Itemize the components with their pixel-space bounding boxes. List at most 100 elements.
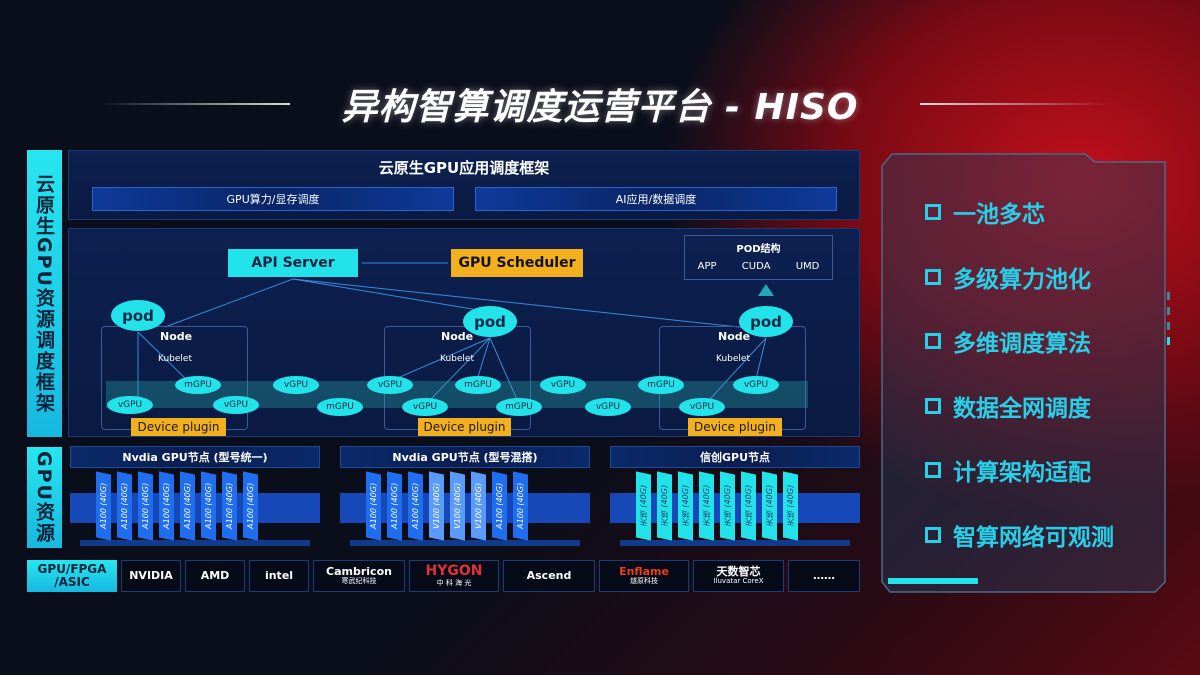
up-arrow-icon [758,284,774,296]
vendor-subname: Iluvatar CoreX [713,577,764,586]
feature-item: 多级算力池化 [925,260,1091,294]
gpu-card: V100 (40G) [429,471,444,541]
feature-label: 多维调度算法 [953,331,1091,357]
vendor-subname: 中 科 海 光 [436,578,472,587]
gpu-unit-bubble: mGPU [455,376,501,394]
feature-label: 一池多芯 [953,202,1045,228]
title-line-left [100,103,290,105]
gpu-card: A100 (40G) [96,471,111,541]
gpu-card: 天垓 (40G) [657,471,672,541]
gpu-unit-bubble: mGPU [317,398,363,416]
gpu-card: A100 (40G) [222,471,237,541]
gpu-node-header: 信创GPU节点 [610,446,860,468]
gpu-card-label: A100 (40G) [390,482,399,530]
gpu-card: A100 (40G) [408,471,423,541]
vendor-name: …… [813,568,835,582]
vendor-logo: NVIDIA [121,560,181,592]
vendor-name: Ascend [526,568,572,582]
gpu-card-label: A100 (40G) [99,482,108,530]
vendor-name: AMD [200,568,230,582]
gpu-card: A100 (40G) [201,471,216,541]
gpu-card-label: 天垓 (40G) [702,484,711,528]
vendor-logo: HYGON 中 科 海 光 [409,560,499,592]
feature-label: 数据全网调度 [953,395,1091,422]
device-plugin-box: Device plugin [688,418,782,436]
checkbox-icon [925,333,941,349]
gpu-card: A100 (40G) [138,471,153,541]
gpu-card-label: A100 (40G) [495,482,504,530]
gpu-card: A100 (40G) [180,471,195,541]
gpu-card-label: V100 (40G) [432,482,441,530]
kubelet-label: Kubelet [440,354,474,364]
pod-structure-item: CUDA [741,261,771,272]
gpu-card: V100 (40G) [450,471,465,541]
gpu-card-label: A100 (40G) [369,482,378,530]
gpu-card-label: A100 (40G) [162,482,171,530]
feature-panel-frame [881,153,1170,593]
gpu-card: 天垓 (40G) [720,471,735,541]
gpu-card: A100 (40G) [492,471,507,541]
vendor-logo: 天数智芯 Iluvatar CoreX [693,560,784,592]
pod-bubble: pod [739,306,793,337]
vendor-subname: 寒武纪科技 [341,577,377,586]
feature-item: 一池多芯 [925,195,1045,229]
gpu-card-label: A100 (40G) [183,482,192,530]
gpu-card-label: V100 (40G) [474,482,483,530]
kubelet-label: Kubelet [716,354,750,364]
gpu-card-label: A100 (40G) [411,482,420,530]
gpu-card-label: 天垓 (40G) [765,484,774,528]
pod-bubble: pod [463,306,517,337]
vendor-logo: Cambricon 寒武纪科技 [313,560,405,592]
gpu-unit-bubble: vGPU [585,398,631,416]
gpu-node-base [70,493,320,523]
feature-item: 智算网络可观测 [925,518,1114,552]
gpu-card: 天垓 (40G) [699,471,714,541]
feature-label: 计算架构适配 [953,460,1091,486]
gpu-card: A100 (40G) [387,471,402,541]
node-label: Node [718,330,751,343]
gpu-card: 天垓 (40G) [783,471,798,541]
gpu-card: A100 (40G) [117,471,132,541]
vendor-name: intel [264,568,294,582]
gpu-card: A100 (40G) [366,471,381,541]
node-label: Node [160,330,193,343]
checkbox-icon [925,268,941,285]
feature-label: 智算网络可观测 [953,524,1114,551]
feature-item: 数据全网调度 [925,389,1091,423]
gpu-node-base [340,493,590,523]
kubelet-label: Kubelet [158,354,192,364]
feature-item: 多维调度算法 [925,324,1091,358]
side-label-gpu: GPU资源 [27,447,62,548]
gpu-card-label: A100 (40G) [225,482,234,530]
gpu-card-label: 天垓 (40G) [786,484,795,528]
gpu-card-label: A100 (40G) [120,482,129,530]
checkbox-icon [925,526,941,543]
vendor-name: Enflame [619,565,669,579]
vendor-name: Cambricon [326,565,392,579]
checkbox-icon [925,397,941,414]
gpu-scheduler-box: GPU Scheduler [451,249,583,277]
pod-structure-box: POD结构 APP CUDA UMD [684,235,833,280]
gpu-unit-bubble: vGPU [679,398,725,416]
gpu-unit-bubble: vGPU [540,376,586,394]
gpu-card: 天垓 (40G) [762,471,777,541]
gpu-card-label: 天垓 (40G) [723,484,732,528]
gpu-node-floor [350,540,580,546]
gpu-node-base [610,493,860,523]
vendor-name: HYGON [425,563,483,580]
gpu-unit-bubble: vGPU [107,396,153,414]
vendor-logo: AMD [185,560,245,592]
gpu-card: A100 (40G) [243,471,258,541]
gpu-card: 天垓 (40G) [741,471,756,541]
gpu-node-floor [620,540,850,546]
gpu-card-label: A100 (40G) [204,482,213,530]
gpu-card-label: 天垓 (40G) [681,484,690,528]
gpu-card: 天垓 (40G) [636,471,651,541]
framework-bar: GPU算力/显存调度 [92,187,454,211]
vendor-logo: Enflame 燧原科技 [599,560,689,592]
feature-label: 多级算力池化 [953,266,1091,293]
pod-structure-item: APP [697,261,717,272]
framework-title: 云原生GPU应用调度框架 [378,159,550,177]
gpu-unit-bubble: mGPU [175,376,221,394]
gpu-card: A100 (40G) [513,471,528,541]
